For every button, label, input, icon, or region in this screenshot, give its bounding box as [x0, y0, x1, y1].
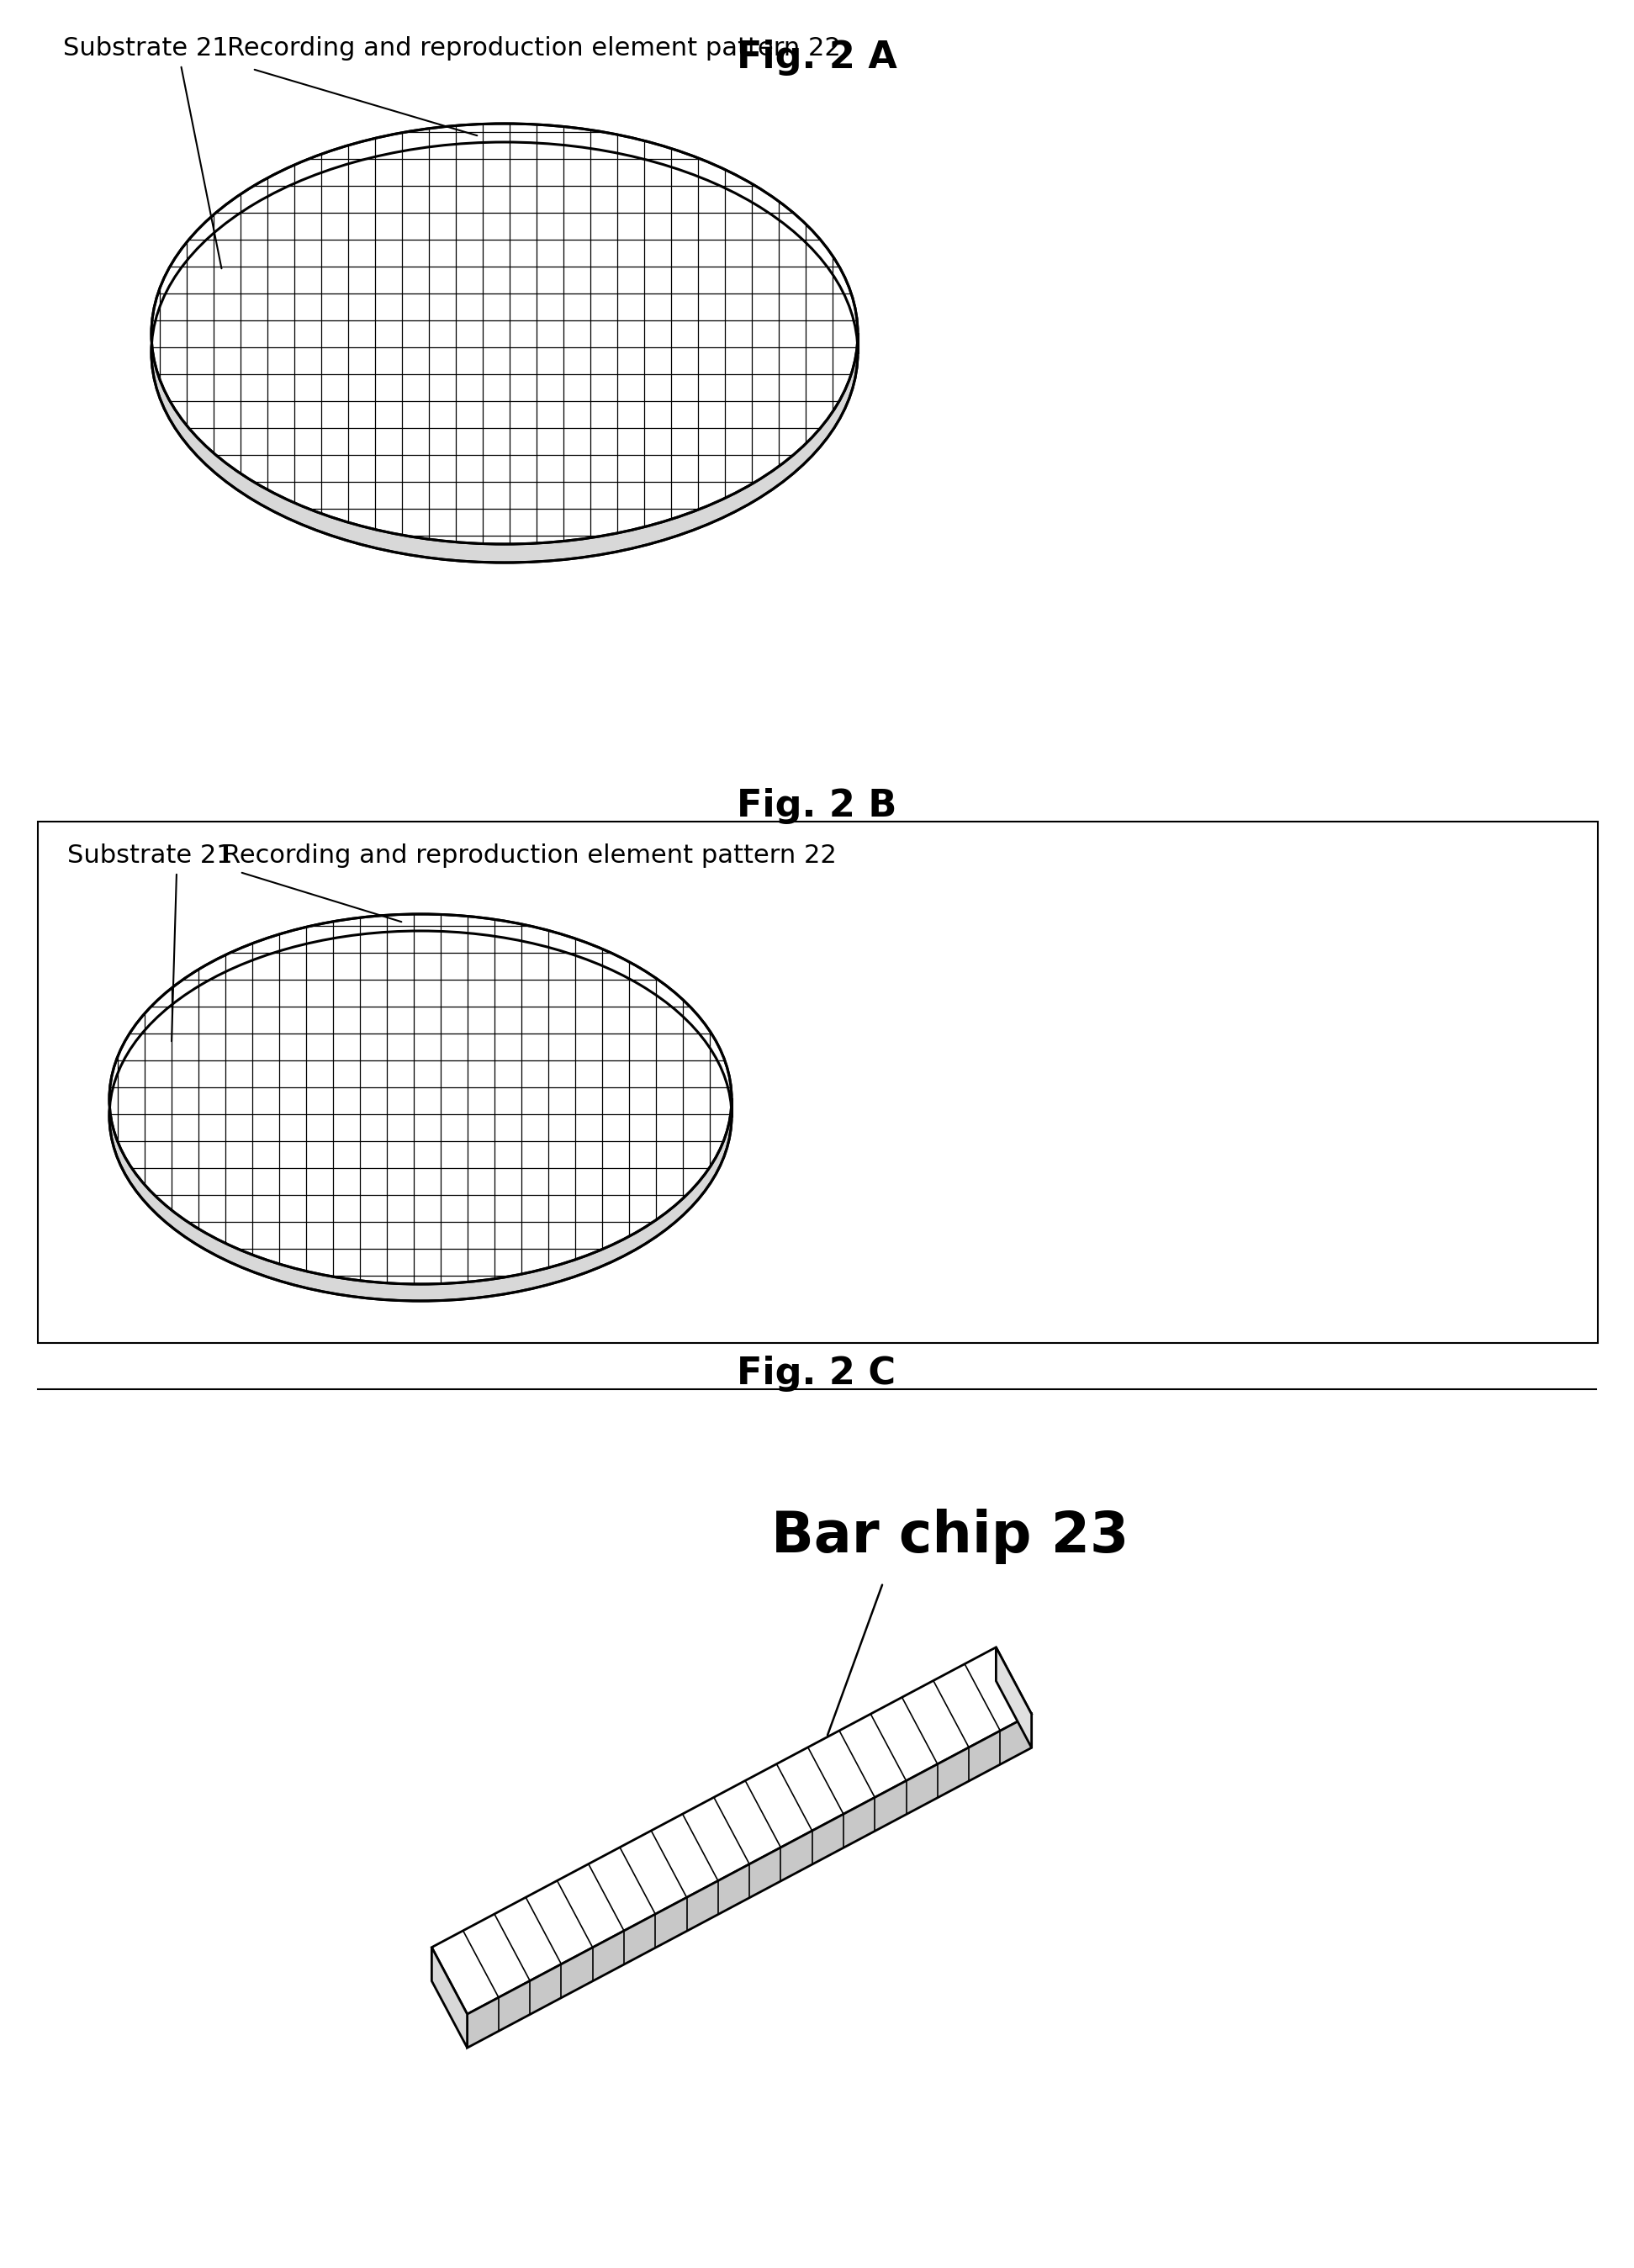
Text: Fig. 2 A: Fig. 2 A: [737, 39, 897, 75]
Text: Substrate 21: Substrate 21: [67, 844, 232, 866]
Polygon shape: [431, 1948, 467, 2048]
Text: Fig. 2 B: Fig. 2 B: [737, 787, 897, 823]
Polygon shape: [155, 125, 853, 320]
Ellipse shape: [109, 930, 732, 1302]
Text: Recording and reproduction element pattern 22: Recording and reproduction element patte…: [227, 36, 842, 61]
Text: Fig. 2 C: Fig. 2 C: [737, 1356, 895, 1393]
Polygon shape: [467, 1715, 1031, 2048]
Text: Substrate 21: Substrate 21: [64, 36, 229, 61]
Text: Bar chip 23: Bar chip 23: [771, 1508, 1129, 1565]
Bar: [38, 821, 1598, 1343]
Ellipse shape: [152, 125, 858, 544]
Text: Recording and reproduction element pattern 22: Recording and reproduction element patte…: [222, 844, 837, 866]
Polygon shape: [431, 1647, 1031, 2014]
Ellipse shape: [152, 143, 858, 562]
Ellipse shape: [109, 914, 732, 1284]
Polygon shape: [997, 1647, 1031, 1749]
Polygon shape: [113, 914, 727, 1086]
